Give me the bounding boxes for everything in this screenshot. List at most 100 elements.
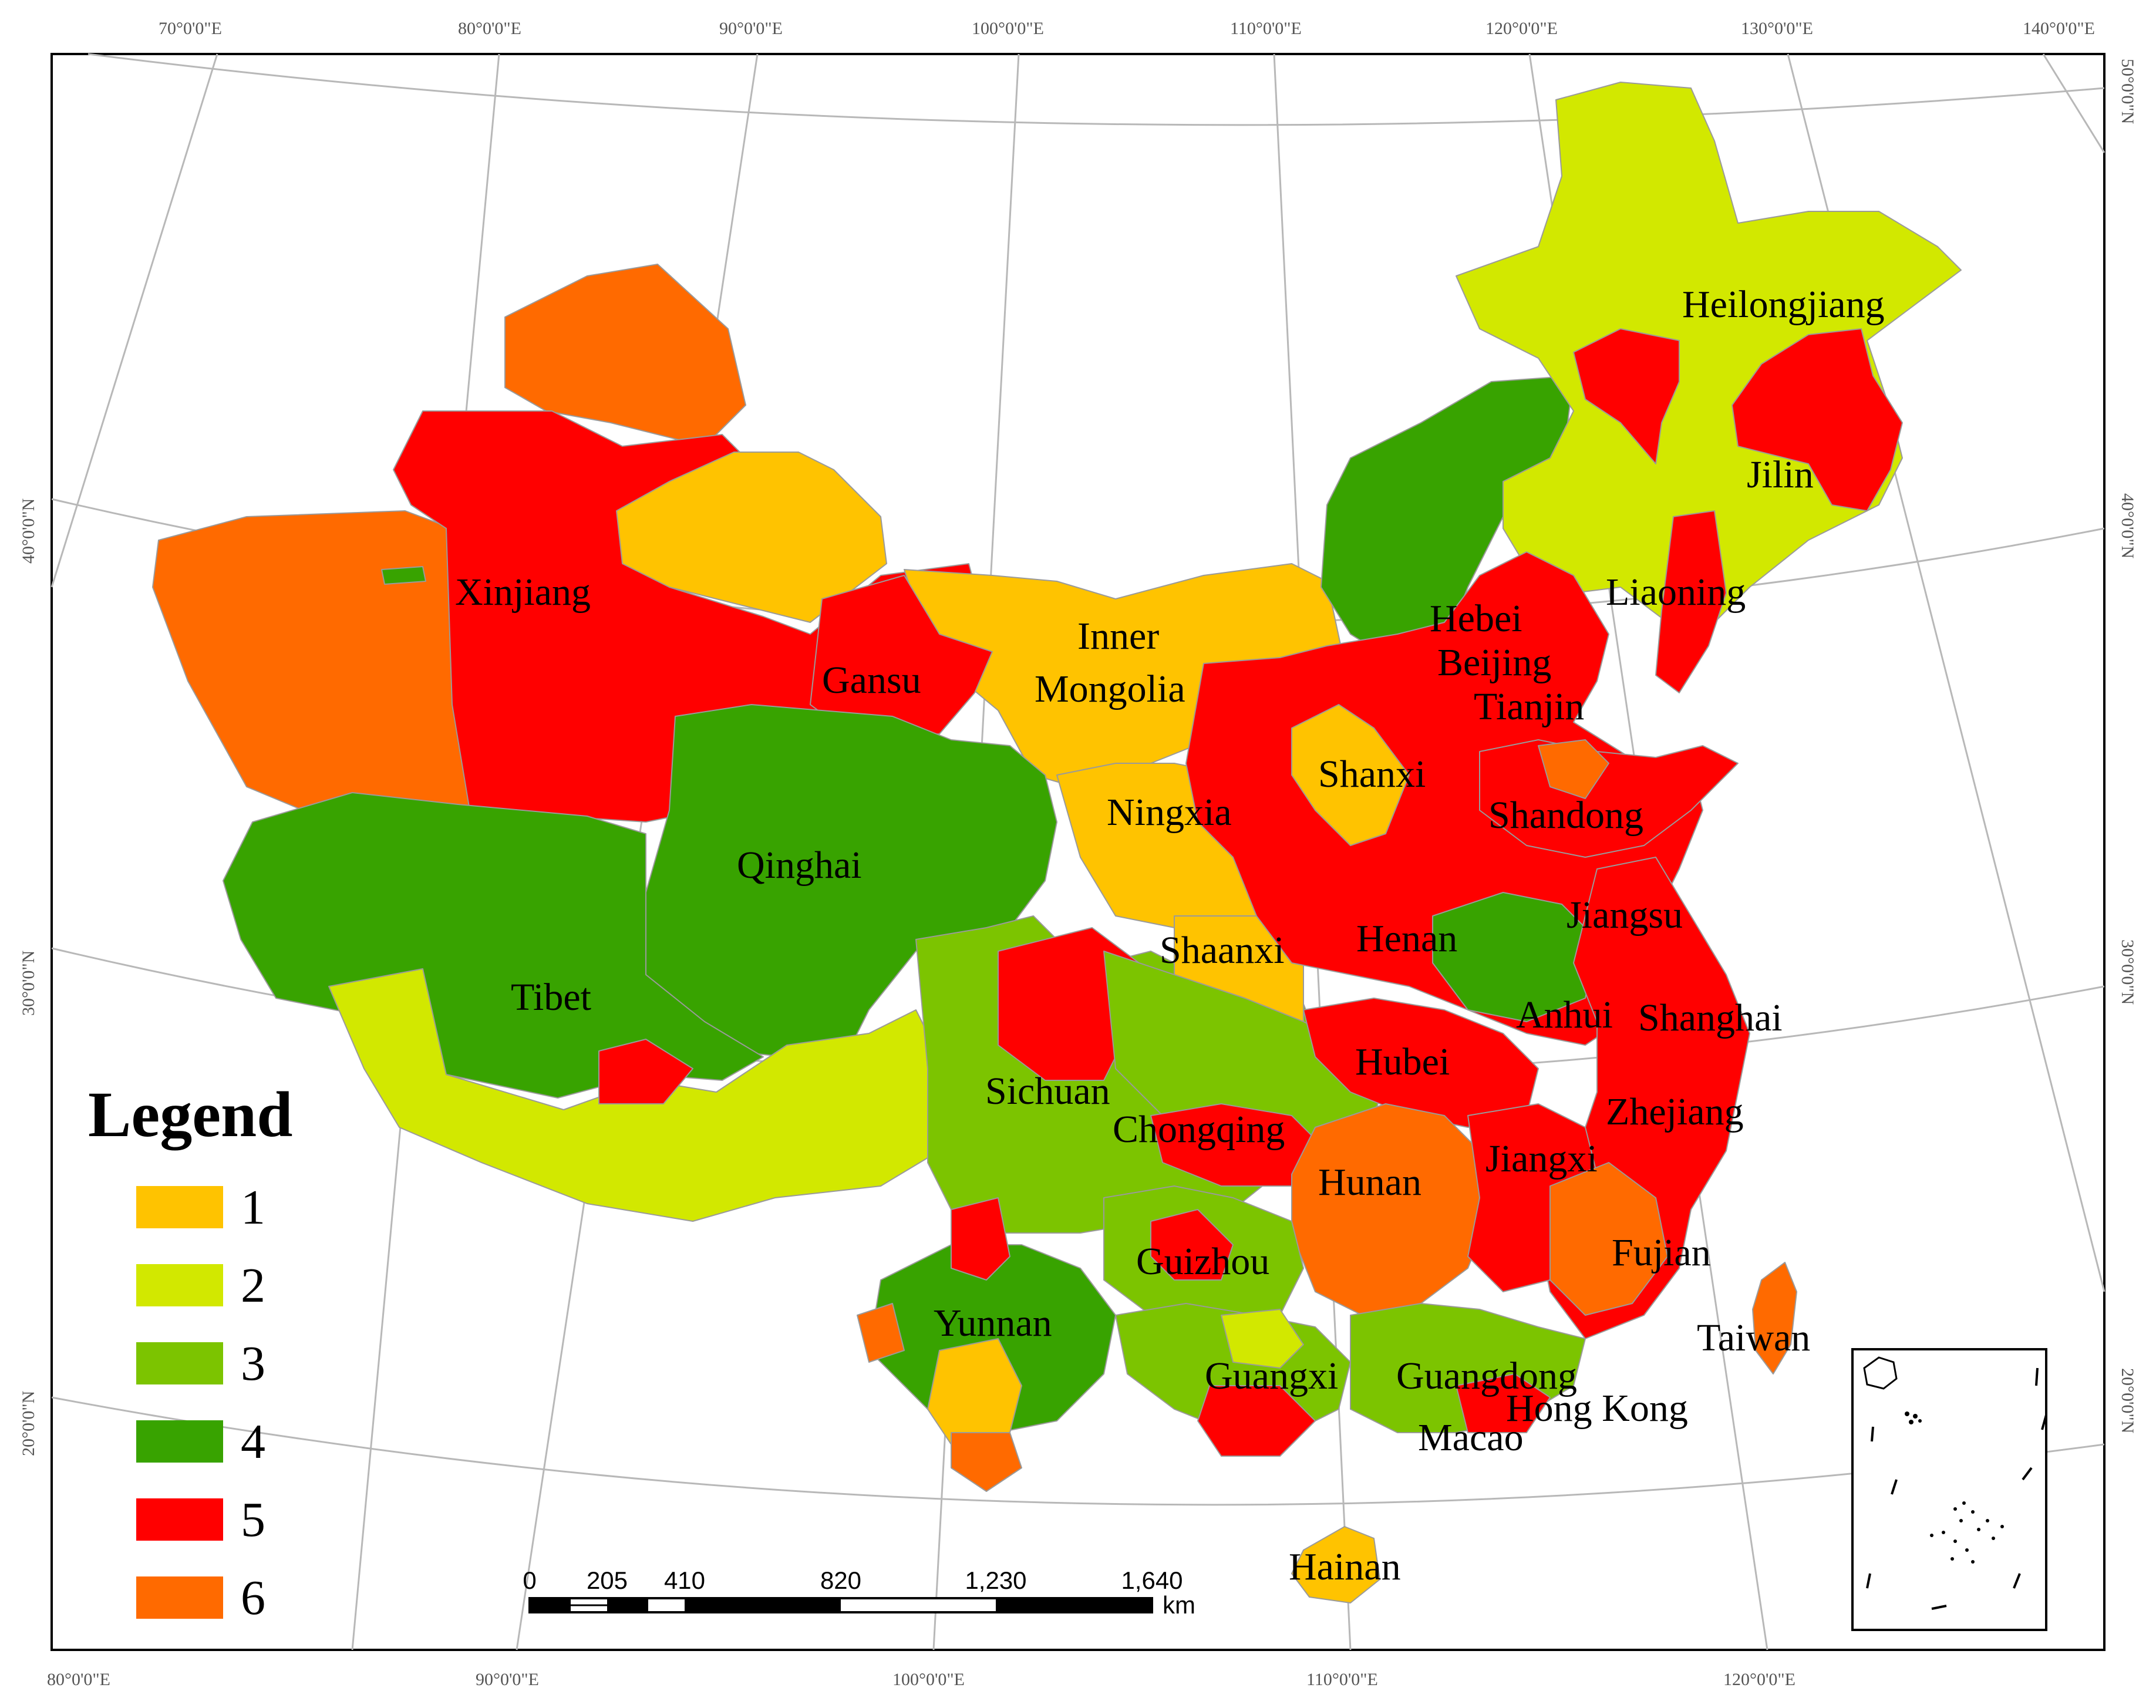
label-gansu: Gansu [822,659,921,702]
legend-label-6: 6 [241,1571,265,1625]
label-shanxi: Shanxi [1318,753,1426,796]
bottom-tick: 120°0'0"E [1723,1670,1795,1689]
label-hunan: Hunan [1318,1161,1421,1204]
scale-label: 205 [587,1566,628,1594]
region-henan-green [1432,892,1598,1022]
scale-label: 820 [820,1566,861,1594]
region-northeast-red-2 [1731,328,1903,511]
left-tick: 30°0'0"N [19,951,38,1016]
scale-label: 1,230 [965,1566,1026,1594]
inset-frame [1851,1348,2047,1631]
region-xinjiang-green-speck [381,566,426,585]
scale-seg [685,1598,841,1612]
right-tick-labels: 50°0'0"N 40°0'0"N 30°0'0"N 20°0'0"N [2118,59,2137,1433]
region-xinjiang-east [616,452,887,623]
region-yunnan-red [951,1197,1010,1281]
scale-bar: 0 205 410 820 1,230 1,640 km [523,1566,1195,1619]
label-liaoning: Liaoning [1606,571,1746,614]
region-guizhou-red [1150,1209,1234,1281]
label-chongqing: Chongqing [1113,1108,1285,1151]
region-yunnan-south [951,1432,1022,1492]
label-jiangsu: Jiangsu [1567,894,1683,936]
label-fujian: Fujian [1612,1231,1711,1274]
scale-unit: km [1163,1591,1195,1619]
scale-label: 0 [523,1566,536,1594]
inset-nine-dash [1866,1367,2047,1610]
bottom-tick: 110°0'0"E [1306,1670,1378,1689]
label-jiangxi: Jiangxi [1485,1137,1598,1180]
label-shaanxi: Shaanxi [1160,929,1285,972]
top-tick: 140°0'0"E [2023,19,2095,38]
region-shandong-orange [1538,739,1609,799]
top-tick: 100°0'0"E [972,19,1044,38]
label-hebei: Hebei [1430,597,1522,640]
legend-swatch-5 [136,1498,223,1541]
bottom-tick: 90°0'0"E [476,1670,539,1689]
inset-hainan-outline [1863,1356,1898,1390]
left-tick: 40°0'0"N [19,498,38,564]
region-northeast-red-3 [1655,510,1727,693]
label-guangdong: Guangdong [1396,1355,1577,1397]
label-jilin: Jilin [1747,453,1814,496]
right-tick: 30°0'0"N [2118,939,2137,1005]
right-tick: 40°0'0"N [2118,493,2137,558]
region-northeast-red-1 [1573,328,1680,464]
label-hubei: Hubei [1355,1040,1450,1083]
legend-label-1: 1 [241,1180,265,1235]
top-tick: 120°0'0"E [1485,19,1558,38]
legend-label-5: 5 [241,1493,265,1547]
label-hainan: Hainan [1289,1545,1401,1588]
legend-label-4: 4 [241,1414,265,1469]
region-xinjiang-north [504,264,746,447]
region-guangxi-light [1221,1309,1304,1369]
label-yunnan: Yunnan [934,1302,1052,1345]
region-fujian [1549,1162,1668,1316]
top-tick-labels: 70°0'0"E 80°0'0"E 90°0'0"E 100°0'0"E 110… [159,19,2095,38]
label-ningxia: Ningxia [1107,791,1232,834]
label-guizhou: Guizhou [1136,1240,1269,1283]
legend-title: Legend [88,1079,292,1150]
label-shanghai: Shanghai [1638,996,1783,1039]
label-xinjiang: Xinjiang [455,571,591,614]
scale-label: 1,640 [1121,1566,1183,1594]
province-labels: Heilongjiang Jilin Liaoning Xinjiang Heb… [455,283,1885,1588]
scale-seg [607,1598,648,1612]
legend-swatch-3 [136,1342,223,1384]
top-tick: 130°0'0"E [1741,19,1813,38]
legend-swatch-2 [136,1264,223,1306]
top-tick: 110°0'0"E [1230,19,1302,38]
left-tick-labels: 40°0'0"N 30°0'0"N 20°0'0"N [19,498,38,1456]
label-macao: Macao [1418,1416,1524,1459]
label-mongolia: Mongolia [1035,668,1185,710]
label-guangxi: Guangxi [1205,1355,1338,1397]
label-zhejiang: Zhejiang [1606,1090,1744,1133]
bottom-tick: 80°0'0"E [47,1670,110,1689]
region-yunnan-orange [857,1303,905,1363]
top-tick: 80°0'0"E [458,19,521,38]
legend-label-2: 2 [241,1258,265,1313]
label-sichuan: Sichuan [985,1070,1110,1113]
legend-label-3: 3 [241,1336,265,1391]
region-yunnan [868,1244,1116,1433]
bottom-tick-labels: 80°0'0"E 90°0'0"E 100°0'0"E 110°0'0"E 12… [47,1670,1795,1689]
region-guangdong-red [1456,1373,1551,1433]
top-tick: 90°0'0"E [719,19,783,38]
legend-swatch-6 [136,1576,223,1619]
map-regions [152,82,1962,1603]
south-china-sea-inset [1851,1348,2047,1631]
region-taiwan [1752,1262,1797,1375]
inset-islands [1905,1411,2004,1564]
region-shanxi [1291,704,1410,846]
region-tibet-red [598,1039,693,1104]
top-tick: 70°0'0"E [159,19,222,38]
label-tianjin: Tianjin [1474,685,1584,728]
label-inner: Inner [1077,615,1159,658]
label-heilongjiang: Heilongjiang [1682,283,1885,326]
bottom-tick: 100°0'0"E [892,1670,965,1689]
label-taiwan: Taiwan [1697,1316,1810,1359]
label-hong-kong: Hong Kong [1506,1387,1688,1430]
region-guangxi-red [1197,1385,1316,1457]
region-tibet [223,792,764,1099]
label-henan: Henan [1356,917,1457,960]
